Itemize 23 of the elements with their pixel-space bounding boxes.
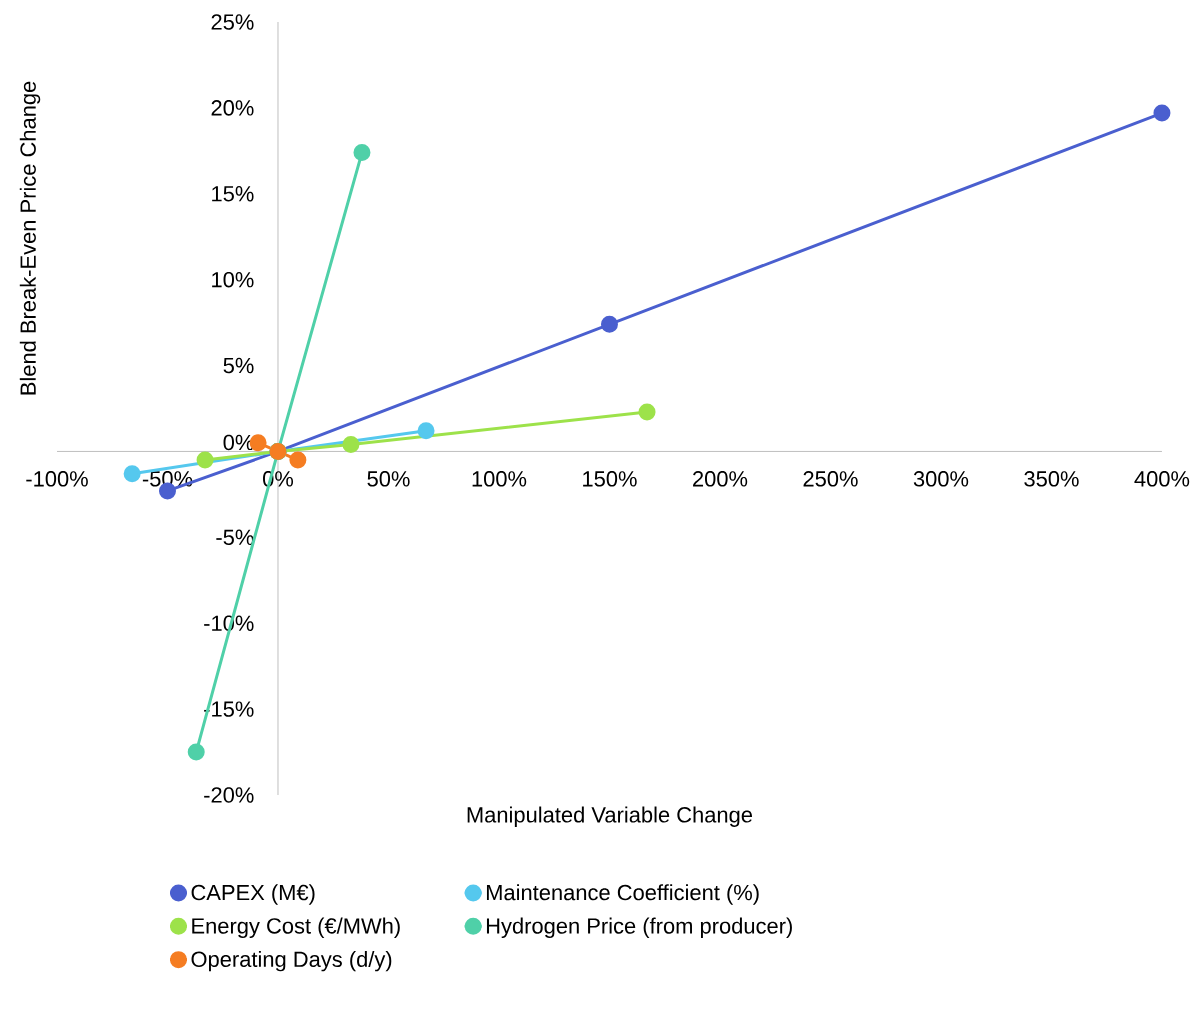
y-axis-title: Blend Break-Even Price Change xyxy=(19,81,41,395)
x-tick-label: 350% xyxy=(1024,471,1079,487)
legend-label: Energy Cost (€/MWh) xyxy=(192,917,400,939)
y-tick-label: 25% xyxy=(211,14,254,30)
legend-label: Maintenance Coefficient (%) xyxy=(486,884,759,905)
x-tick-label: 100% xyxy=(472,471,527,487)
x-tick-label: 200% xyxy=(693,471,748,487)
y-tick-label: 5% xyxy=(223,357,254,374)
y-tick-label: 15% xyxy=(212,186,254,202)
x-tick-label: 250% xyxy=(803,471,858,487)
y-tick-label: -5% xyxy=(216,529,254,546)
legend-label: Operating Days (d/y) xyxy=(191,950,392,972)
y-tick-label: 10% xyxy=(212,271,254,288)
y-tick-label: 20% xyxy=(211,100,254,116)
x-tick-label: 300% xyxy=(913,471,969,487)
legend-label: CAPEX (M€) xyxy=(191,884,315,905)
x-tick-label: 150% xyxy=(583,471,637,487)
y-tick-label: -20% xyxy=(204,787,254,803)
x-tick-label: -100% xyxy=(26,471,88,487)
x-tick-label: 400% xyxy=(1134,471,1190,487)
x-axis-title: Manipulated Variable Change xyxy=(467,806,753,827)
legend-label: Hydrogen Price (from producer) xyxy=(486,917,792,939)
x-tick-label: 50% xyxy=(367,471,410,487)
